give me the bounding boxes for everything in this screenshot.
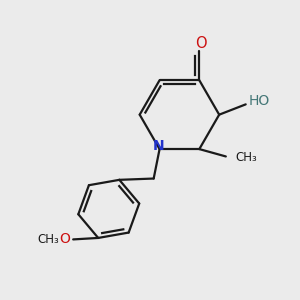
Text: CH₃: CH₃ [37, 233, 59, 246]
Text: HO: HO [248, 94, 270, 108]
Text: O: O [195, 36, 207, 51]
Text: N: N [152, 139, 164, 153]
Text: O: O [59, 232, 70, 246]
Text: CH₃: CH₃ [235, 152, 257, 164]
